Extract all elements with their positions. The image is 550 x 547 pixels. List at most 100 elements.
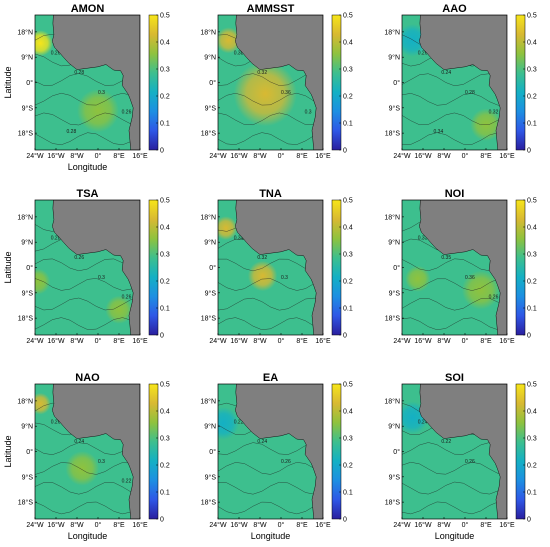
colorbar-tick-label: 0.3 xyxy=(343,252,353,259)
contour-line xyxy=(402,461,507,475)
panel-soi: SOI 0.24 0.22 0.26 18°N 9°N 0° 9°S 18°S 24°W 16°W 8… xyxy=(384,372,536,541)
y-tick-label: 18°S xyxy=(201,315,217,323)
colorbar xyxy=(515,383,526,520)
colorbar-tick-label: 0.5 xyxy=(160,198,170,205)
panel-aao: AAO 0.26 0.24 0.28 0.32 0.34 18°N 9°N 0° 9°S 18°S 2… xyxy=(384,3,536,160)
y-tick-label: 9°S xyxy=(389,289,401,297)
x-tick-label: 16°E xyxy=(132,152,148,160)
x-tick-label: 8°W xyxy=(253,152,267,160)
hotspot xyxy=(461,270,500,310)
panel-title-aao: AAO xyxy=(442,3,467,15)
colorbar-tick-label: 0.3 xyxy=(527,67,537,74)
contour-label: 0.38 xyxy=(234,50,244,56)
contour-label: 0.34 xyxy=(234,235,244,241)
colorbar xyxy=(148,383,159,520)
colorbar xyxy=(148,14,159,151)
x-tick-label: 8°W xyxy=(253,337,267,345)
contour-line xyxy=(402,112,507,126)
land-africa xyxy=(52,384,140,519)
colorbar-tick-label: 0.2 xyxy=(343,279,353,286)
colorbar-tick-label: 0 xyxy=(343,333,347,340)
land-africa xyxy=(235,200,323,335)
x-tick-label: 0° xyxy=(462,152,469,160)
colorbar-tick-label: 0.4 xyxy=(527,225,537,232)
x-tick-label: 8°E xyxy=(480,152,492,160)
x-tick-label: 8°E xyxy=(480,521,492,529)
panel-title-noi: NOI xyxy=(445,188,465,200)
y-tick-label: 9°N xyxy=(21,54,33,62)
x-tick-label: 16°E xyxy=(499,521,515,529)
contour-label: 0.28 xyxy=(465,90,475,96)
contour-line xyxy=(218,278,323,291)
land-africa xyxy=(419,15,507,150)
contour-line xyxy=(35,132,140,146)
y-axis-label: Latitude xyxy=(3,251,13,283)
contour-line xyxy=(35,112,140,126)
y-tick-label: 18°N xyxy=(200,213,216,221)
colorbar-tick-label: 0.3 xyxy=(527,436,537,443)
contour-label: 0.24 xyxy=(257,439,267,445)
land-africa xyxy=(52,200,140,335)
contour-label: 0.22 xyxy=(441,439,451,445)
contour-label: 0.24 xyxy=(74,439,84,445)
colorbar-tick-label: 0.1 xyxy=(160,121,170,128)
y-tick-label: 18°S xyxy=(18,499,34,507)
y-tick-label: 9°S xyxy=(22,104,34,112)
colorbar-tick-label: 0.3 xyxy=(343,67,353,74)
x-tick-label: 0° xyxy=(278,337,285,345)
x-tick-label: 8°W xyxy=(437,521,451,529)
contour-label: 0.3 xyxy=(281,275,288,281)
x-tick-label: 16°E xyxy=(132,337,148,345)
contour-label: 0.26 xyxy=(418,50,428,56)
y-tick-label: 0° xyxy=(26,448,33,456)
y-tick-label: 18°N xyxy=(384,213,400,221)
contour-label: 0.24 xyxy=(441,70,451,76)
y-tick-label: 18°S xyxy=(201,499,217,507)
colorbar-tick-label: 0 xyxy=(160,148,164,155)
x-tick-label: 24°W xyxy=(393,152,411,160)
contour-line xyxy=(402,317,507,331)
contour-line xyxy=(35,297,140,311)
contour-line xyxy=(402,501,507,515)
colorbar-tick-label: 0.1 xyxy=(343,306,353,313)
land-africa xyxy=(235,384,323,519)
y-tick-label: 0° xyxy=(26,264,33,272)
y-axis-label: Latitude xyxy=(3,66,13,98)
x-tick-label: 8°E xyxy=(113,152,125,160)
x-tick-label: 8°E xyxy=(296,337,308,345)
panel-title-nao: NAO xyxy=(75,372,100,384)
contour-line xyxy=(402,93,507,106)
x-tick-label: 16°W xyxy=(47,521,65,529)
contour-line xyxy=(35,258,140,272)
contour-label: 0.32 xyxy=(489,109,499,115)
x-tick-label: 8°E xyxy=(113,521,125,529)
colorbar-tick-label: 0 xyxy=(527,148,531,155)
x-tick-label: 16°W xyxy=(230,337,248,345)
x-tick-label: 16°W xyxy=(230,521,248,529)
x-tick-label: 0° xyxy=(278,152,285,160)
x-tick-label: 0° xyxy=(95,337,102,345)
panel-amon: AMON 0.26 0.28 0.3 0.26 0.28 18°N 9°N 0° 9°S 18°S 2… xyxy=(3,3,170,172)
contour-line xyxy=(218,92,323,106)
y-tick-label: 18°N xyxy=(17,397,33,405)
contour-label: 0.3 xyxy=(98,275,105,281)
contour-line xyxy=(35,317,140,330)
colorbar-tick-label: 0.5 xyxy=(527,198,537,205)
panel-title-soi: SOI xyxy=(445,372,464,384)
hotspot xyxy=(218,216,238,241)
colorbar-tick-label: 0.2 xyxy=(160,94,170,101)
colorbar-tick-label: 0 xyxy=(343,148,347,155)
colorbar-tick-label: 0.2 xyxy=(527,463,537,470)
colorbar-tick-label: 0.4 xyxy=(160,40,170,47)
panel-tna: TNA 0.34 0.32 0.3 18°N 9°N 0° 9°S 18°S 24°W 16°W 8°… xyxy=(200,188,352,345)
x-tick-label: 8°W xyxy=(70,521,84,529)
y-tick-label: 0° xyxy=(209,264,216,272)
x-tick-label: 24°W xyxy=(26,152,44,160)
x-tick-label: 0° xyxy=(462,337,469,345)
y-tick-label: 9°N xyxy=(204,423,216,431)
y-tick-label: 9°S xyxy=(22,473,34,481)
panel-title-ea: EA xyxy=(263,372,278,384)
colorbar xyxy=(148,199,159,336)
y-tick-label: 9°N xyxy=(21,423,33,431)
